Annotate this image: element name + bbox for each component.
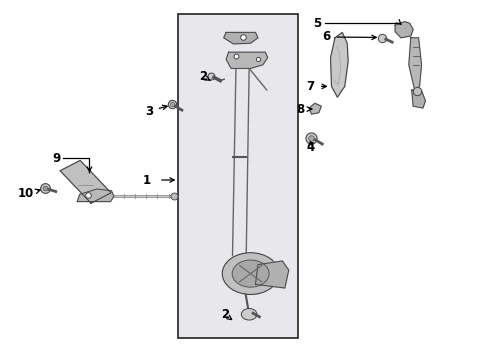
Text: 3: 3 bbox=[145, 105, 153, 118]
Polygon shape bbox=[411, 90, 425, 108]
Text: 6: 6 bbox=[322, 30, 330, 43]
Text: 2: 2 bbox=[199, 70, 206, 83]
Polygon shape bbox=[255, 261, 288, 288]
Text: 9: 9 bbox=[52, 152, 60, 165]
Polygon shape bbox=[60, 161, 111, 203]
Text: 1: 1 bbox=[142, 174, 150, 186]
Circle shape bbox=[232, 260, 268, 287]
Polygon shape bbox=[394, 22, 412, 38]
Circle shape bbox=[222, 253, 278, 294]
Text: 8: 8 bbox=[296, 103, 304, 116]
Polygon shape bbox=[330, 32, 347, 97]
Circle shape bbox=[241, 309, 256, 320]
Text: 2: 2 bbox=[221, 309, 228, 321]
Polygon shape bbox=[308, 103, 321, 114]
Bar bbox=[178, 14, 298, 338]
Polygon shape bbox=[77, 189, 114, 202]
Polygon shape bbox=[225, 52, 267, 68]
Text: 5: 5 bbox=[312, 17, 320, 30]
Text: 10: 10 bbox=[17, 187, 34, 200]
Polygon shape bbox=[408, 38, 421, 90]
Text: 7: 7 bbox=[306, 80, 314, 93]
Text: 4: 4 bbox=[306, 141, 314, 154]
Polygon shape bbox=[223, 32, 258, 44]
